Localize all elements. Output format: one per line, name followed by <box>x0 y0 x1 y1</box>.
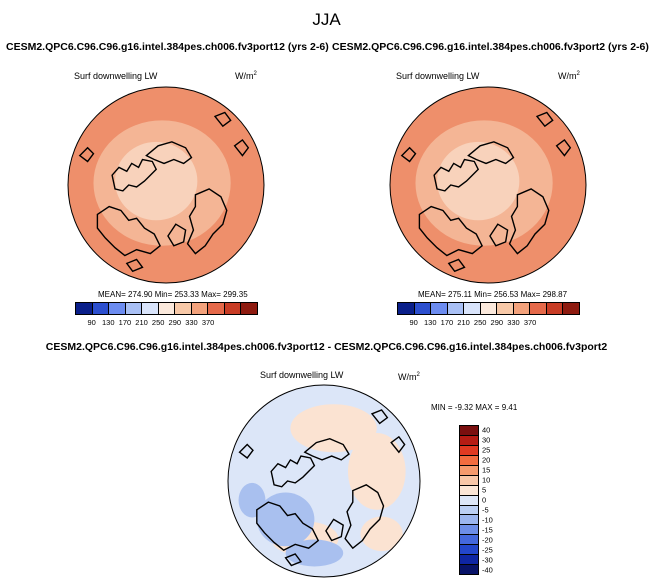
diff-colorbar-swatch <box>460 475 478 486</box>
panel1-colorbar-swatch <box>175 303 192 314</box>
diff-colorbar-swatch <box>460 515 478 526</box>
diff-colorbar-swatch <box>460 535 478 546</box>
diff-tick-label: 25 <box>482 445 491 455</box>
panel1-case-title: CESM2.QPC6.C96.C96.g16.intel.384pes.ch00… <box>6 41 329 53</box>
panel1-colorbar-swatch <box>76 303 93 314</box>
panel1-variable-label: Surf downwelling LW <box>74 71 158 81</box>
diff-colorbar-swatch <box>460 495 478 506</box>
diff-tick-label: 5 <box>482 485 487 495</box>
panel1-tick-label: 170 <box>118 318 132 327</box>
panel1-colorbar-swatch <box>208 303 225 314</box>
panel2-tick-label: 210 <box>457 318 470 327</box>
diff-colorbar-swatch <box>460 435 478 446</box>
panel1-tick-label: 370 <box>201 318 215 327</box>
panel1-tick-label: 250 <box>151 318 165 327</box>
panel1-colorbar-swatch <box>191 303 209 314</box>
diff-tick-label: 20 <box>482 455 491 465</box>
diff-tick-label: 10 <box>482 475 491 485</box>
panel2-tick-label: 130 <box>424 318 437 327</box>
panel1-colorbar-swatch <box>241 303 258 314</box>
panel2-colorbar-swatch <box>414 303 432 314</box>
diff-colorbar-swatch <box>460 565 478 575</box>
panel2-tick-label: 170 <box>440 318 454 327</box>
panel2-colorbar-swatch <box>480 303 498 314</box>
panel1-unit-label: W/m2 <box>235 71 257 81</box>
panel2-stats: MEAN= 275.11 Min= 256.53 Max= 298.87 <box>418 290 568 299</box>
panel2-unit-label: W/m2 <box>558 71 580 81</box>
diff-colorbar-swatch <box>460 505 478 516</box>
diff-tick-label: -5 <box>482 505 489 515</box>
diff-unit-label: W/m2 <box>398 372 420 382</box>
diff-tick-label: 0 <box>482 495 487 505</box>
diff-polar-map <box>227 384 421 578</box>
diff-tick-label: 30 <box>482 435 491 445</box>
diff-colorbar-swatch <box>460 455 478 466</box>
panel2-colorbar-swatch <box>530 303 547 314</box>
diff-colorbar-swatch <box>460 545 478 556</box>
panel2-colorbar-swatch <box>513 303 531 314</box>
panel2-colorbar-swatch <box>431 303 448 314</box>
diff-colorbar-swatch <box>460 525 478 536</box>
diff-tick-label: -30 <box>482 555 493 565</box>
panel1-tick-label: 330 <box>185 318 198 327</box>
diff-tick-label: -25 <box>482 545 493 555</box>
panel1-colorbar-swatch <box>224 303 242 314</box>
panel1-tick-label: 130 <box>102 318 115 327</box>
diff-tick-label: 40 <box>482 425 491 435</box>
panel1-tick-label: 210 <box>135 318 148 327</box>
diff-tick-label: -15 <box>482 525 493 535</box>
diff-tick-label: -10 <box>482 515 493 525</box>
diff-stats: MIN = -9.32 MAX = 9.41 <box>431 403 518 412</box>
panel2-polar-map <box>389 86 587 284</box>
panel2-colorbar-swatch <box>398 303 415 314</box>
panel1-stats: MEAN= 274.90 Min= 253.33 Max= 299.35 <box>98 290 248 299</box>
panel2-colorbar-swatch <box>464 303 481 314</box>
panel2-tick-label: 370 <box>523 318 537 327</box>
panel1-polar-map <box>67 86 265 284</box>
panel1-colorbar-swatch <box>92 303 110 314</box>
diff-tick-label: -20 <box>482 535 493 545</box>
diff-tick-label: 15 <box>482 465 491 475</box>
panel2-colorbar-swatch <box>447 303 465 314</box>
diff-colorbar-swatch <box>460 485 478 496</box>
diff-colorbar <box>459 425 479 575</box>
panel2-variable-label: Surf downwelling LW <box>396 71 480 81</box>
panel1-colorbar-swatch <box>109 303 126 314</box>
panel2-tick-label: 330 <box>507 318 520 327</box>
diff-colorbar-swatch <box>460 465 478 476</box>
diff-colorbar-swatch <box>460 426 478 436</box>
figure-title: JJA <box>312 10 341 29</box>
panel1-colorbar-swatch <box>158 303 176 314</box>
panel2-colorbar-swatch <box>497 303 514 314</box>
panel1-colorbar <box>75 302 258 315</box>
panel2-case-title: CESM2.QPC6.C96.C96.g16.intel.384pes.ch00… <box>332 41 649 53</box>
panel1-tick-label: 90 <box>87 318 96 327</box>
panel2-tick-label: 250 <box>473 318 487 327</box>
panel2-colorbar <box>397 302 580 315</box>
diff-title: CESM2.QPC6.C96.C96.g16.intel.384pes.ch00… <box>45 341 608 353</box>
diff-colorbar-swatch <box>460 445 478 456</box>
diff-tick-label: -40 <box>482 565 493 575</box>
panel2-tick-label: 290 <box>490 318 504 327</box>
diff-colorbar-swatch <box>460 555 478 566</box>
panel1-colorbar-swatch <box>142 303 159 314</box>
panel1-colorbar-swatch <box>125 303 143 314</box>
panel2-colorbar-swatch <box>546 303 564 314</box>
panel1-tick-label: 290 <box>168 318 182 327</box>
panel2-tick-label: 90 <box>409 318 418 327</box>
diff-variable-label: Surf downwelling LW <box>260 370 344 380</box>
diff-colorbar-ticks: 40 30 25 20 15 10 5 0 -5 -10 -15 -20 -25 -30 -40 <box>482 425 512 575</box>
panel2-colorbar-swatch <box>563 303 580 314</box>
